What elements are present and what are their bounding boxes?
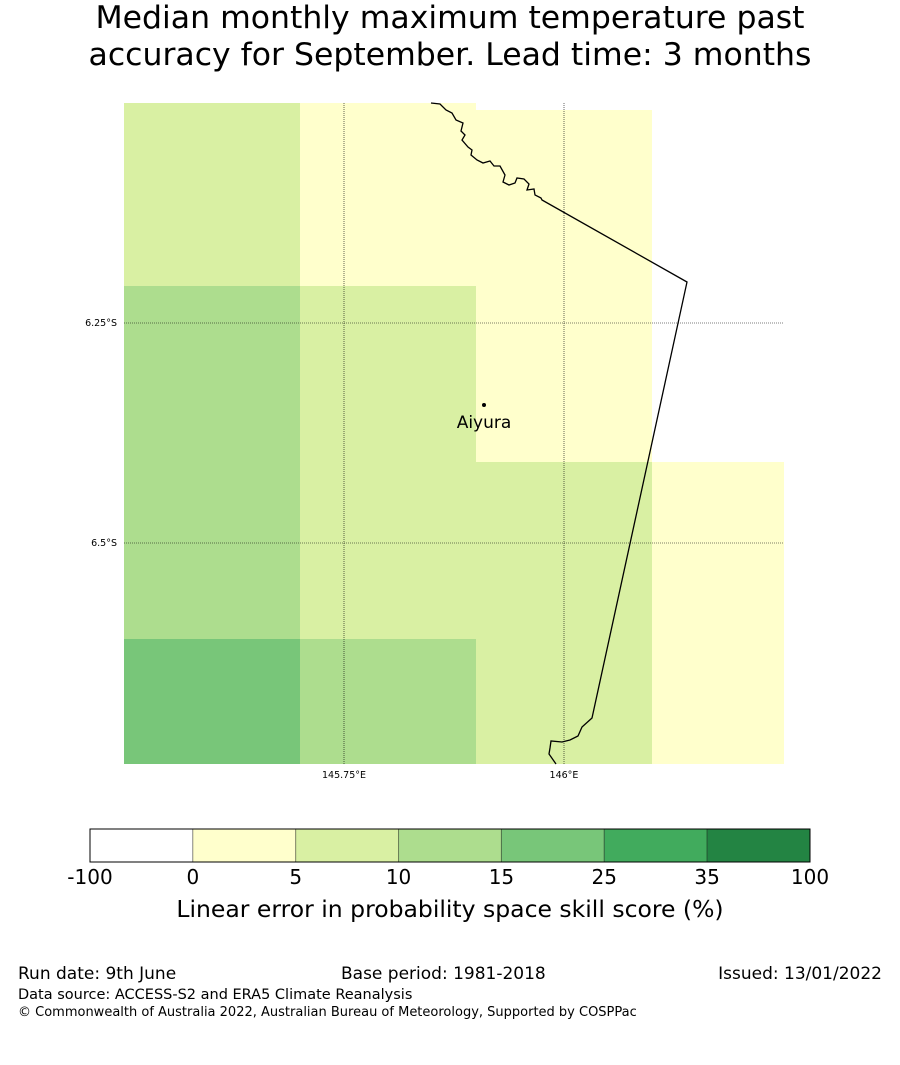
grid-cell	[300, 639, 476, 764]
title-line-2: accuracy for September. Lead time: 3 mon…	[88, 37, 812, 73]
lat-label: 6.25°S	[85, 318, 117, 329]
grid-cell	[652, 462, 784, 639]
colorbar-segment	[295, 828, 400, 863]
location-label: Aiyura	[457, 413, 512, 433]
colorbar-tick-label: 25	[591, 865, 618, 889]
data-source: Data source: ACCESS-S2 and ERA5 Climate …	[18, 987, 413, 1003]
issued-date: Issued: 13/01/2022	[718, 964, 882, 984]
run-date: Run date: 9th June	[18, 964, 177, 984]
colorbar-tick-label: -100	[67, 865, 113, 889]
grid-cell	[476, 103, 652, 286]
grid-cell	[124, 639, 300, 764]
grid-cell	[300, 286, 476, 462]
colorbar-label: Linear error in probability space skill …	[176, 895, 724, 923]
colorbar-segment	[398, 828, 502, 863]
title-line-1: Median monthly maximum temperature past	[95, 0, 805, 36]
grid-cell	[300, 462, 476, 639]
colorbar-tick-label: 35	[694, 865, 720, 889]
coastline-boundary	[430, 102, 688, 765]
colorbar-frame	[89, 828, 811, 863]
colorbar-segment	[706, 828, 811, 863]
grid-cell	[124, 286, 300, 462]
location-marker	[482, 403, 486, 407]
grid-cell	[124, 103, 300, 286]
no-data-area	[476, 103, 652, 110]
lon-label: 146°E	[550, 770, 579, 781]
colorbar-segment	[603, 828, 708, 863]
base-period: Base period: 1981-2018	[341, 964, 546, 984]
colorbar-tick-label: 10	[385, 865, 412, 889]
grid-cell	[652, 639, 784, 764]
lon-label: 145.75°E	[322, 770, 366, 781]
copyright: © Commonwealth of Australia 2022, Austra…	[18, 1005, 637, 1020]
colorbar-tick-label: 5	[289, 865, 303, 889]
colorbar-tick-label: 100	[790, 865, 830, 889]
colorbar-tick-label: 0	[186, 865, 200, 889]
grid-cell	[476, 462, 652, 639]
no-data-area	[652, 103, 784, 462]
colorbar-segment	[500, 828, 605, 863]
lat-label: 6.5°S	[91, 538, 117, 549]
grid-cell	[300, 103, 476, 286]
grid-cell	[124, 462, 300, 639]
colorbar-segment	[89, 828, 194, 863]
colorbar	[89, 828, 811, 863]
chart-title: Median monthly maximum temperature past …	[0, 0, 900, 74]
colorbar-tick-label: 15	[488, 865, 515, 889]
colorbar-segment	[192, 828, 297, 863]
